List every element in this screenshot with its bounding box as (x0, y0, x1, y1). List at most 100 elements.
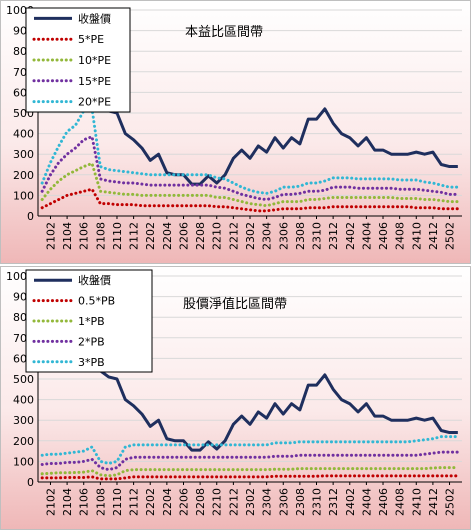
data-point (91, 446, 92, 447)
data-point (457, 467, 458, 468)
data-point (83, 461, 84, 462)
data-point (349, 441, 350, 442)
data-point (308, 119, 309, 120)
data-point (66, 131, 67, 132)
data-point (166, 469, 167, 470)
data-point (249, 209, 250, 210)
x-tick-label: 2108 (94, 222, 107, 250)
data-point (216, 448, 217, 449)
data-point (116, 181, 117, 182)
y-tick-label: 100 (13, 189, 34, 202)
data-point (333, 455, 334, 456)
data-point (83, 472, 84, 473)
data-point (258, 192, 259, 193)
data-point (141, 147, 142, 148)
data-point (333, 475, 334, 476)
data-point (150, 160, 151, 161)
data-point (449, 475, 450, 476)
data-point (291, 187, 292, 188)
data-point (125, 477, 126, 478)
series-3 (40, 450, 460, 472)
data-point (183, 444, 184, 445)
data-point (158, 420, 159, 421)
data-point (449, 187, 450, 188)
data-point (166, 457, 167, 458)
data-point (349, 468, 350, 469)
data-point (200, 174, 201, 175)
x-tick-label: 2408 (394, 222, 407, 250)
data-point (399, 441, 400, 442)
x-tick-label: 2106 (78, 488, 91, 516)
data-point (91, 476, 92, 477)
data-point (158, 174, 159, 175)
data-point (116, 467, 117, 468)
data-point (191, 469, 192, 470)
data-point (457, 201, 458, 202)
data-point (357, 178, 358, 179)
data-point (83, 166, 84, 167)
series-3 (40, 135, 460, 202)
data-point (457, 436, 458, 437)
data-point (175, 185, 176, 186)
data-point (391, 197, 392, 198)
x-tick-label: 2102 (44, 488, 57, 516)
data-point (158, 205, 159, 206)
data-point (341, 468, 342, 469)
data-point (432, 152, 433, 153)
data-point (349, 177, 350, 178)
data-point (183, 174, 184, 175)
data-point (133, 204, 134, 205)
data-point (200, 205, 201, 206)
data-point (50, 174, 51, 175)
data-point (83, 451, 84, 452)
data-point (58, 463, 59, 464)
data-point (58, 180, 59, 181)
data-point (66, 477, 67, 478)
data-point (374, 206, 375, 207)
data-point (241, 415, 242, 416)
data-point (366, 197, 367, 198)
data-point (291, 442, 292, 443)
data-point (42, 477, 43, 478)
data-point (133, 476, 134, 477)
data-point (150, 444, 151, 445)
data-point (58, 472, 59, 473)
data-point (249, 469, 250, 470)
data-point (125, 459, 126, 460)
x-tick-label: 2402 (344, 222, 357, 250)
data-point (324, 475, 325, 476)
data-point (432, 199, 433, 200)
data-point (357, 475, 358, 476)
data-point (457, 208, 458, 209)
data-point (407, 154, 408, 155)
data-point (75, 452, 76, 453)
data-point (416, 198, 417, 199)
data-point (308, 441, 309, 442)
data-point (208, 444, 209, 445)
pe-band-chart: 0 100 200 300 400 500 600 700 800 900 1000 2102 2104… (0, 0, 471, 264)
x-tick-label: 2312 (327, 488, 340, 516)
data-point (191, 476, 192, 477)
data-point (266, 418, 267, 419)
data-point (441, 467, 442, 468)
data-point (216, 187, 217, 188)
data-point (141, 195, 142, 196)
data-point (241, 476, 242, 477)
x-tick-label: 2502 (444, 222, 457, 250)
data-point (208, 457, 209, 458)
data-point (349, 475, 350, 476)
chart-title: 股價淨值比區間帶 (183, 296, 287, 312)
x-tick-label: 2404 (360, 222, 373, 250)
data-point (382, 206, 383, 207)
data-point (449, 452, 450, 453)
x-tick-label: 2502 (444, 488, 457, 516)
data-point (299, 208, 300, 209)
data-point (416, 455, 417, 456)
data-point (357, 188, 358, 189)
data-point (166, 476, 167, 477)
data-point (133, 405, 134, 406)
data-point (175, 205, 176, 206)
data-point (91, 470, 92, 471)
data-point (416, 418, 417, 419)
x-tick-label: 2212 (227, 222, 240, 250)
